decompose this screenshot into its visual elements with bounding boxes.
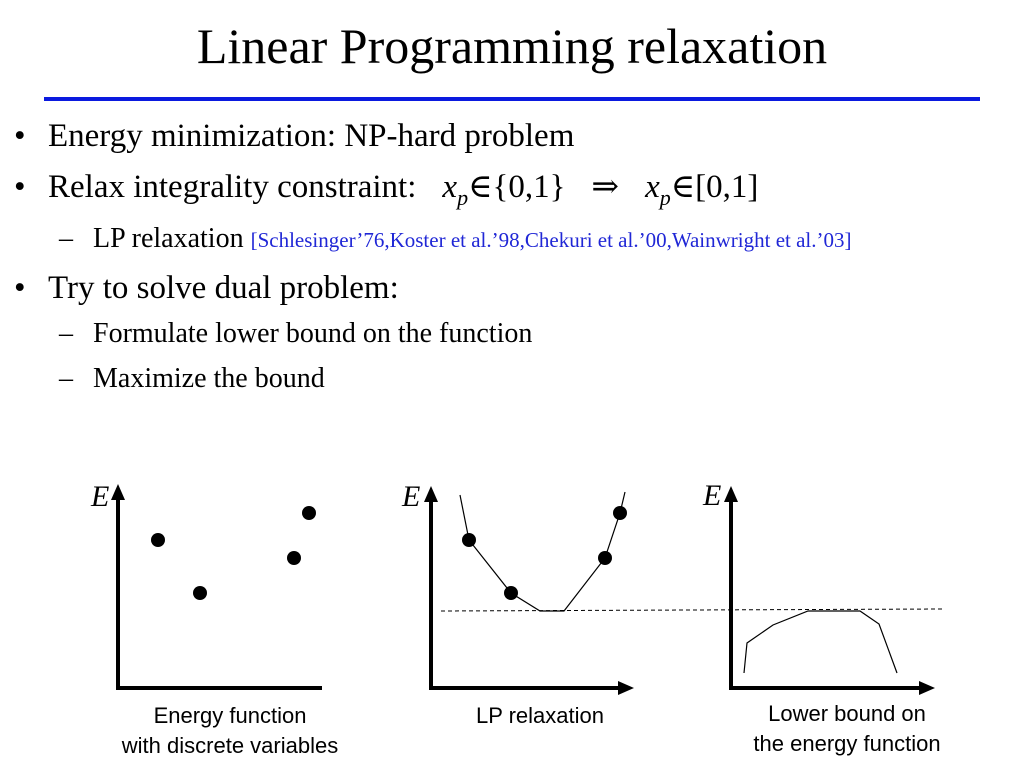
formula-variable: x [645,169,660,205]
bullet-text: Relax integrality constraint: [48,169,417,205]
x-axis-arrowhead [919,681,935,695]
sub-bullet-text: Maximize the bound [93,363,325,394]
axis-label-e: E [402,480,421,513]
x-axis-arrowhead [618,681,634,695]
axis-label-e: E [91,480,110,513]
y-axis-arrowhead [111,484,125,500]
figure-energy-discrete [111,484,322,690]
slide-title: Linear Programming relaxation [196,18,828,74]
bullet-marker: • [14,169,26,205]
figure-lower-bound [724,486,935,695]
formula-subscript: p [457,185,469,210]
dash-marker: – [59,363,73,394]
caption-line: with discrete variables [121,733,339,758]
discrete-point [151,533,165,547]
discrete-point [504,586,518,600]
caption-line: Energy function [153,703,307,728]
figure-caption: Lower bound on the energy function [722,699,972,759]
bullet-marker: • [14,118,26,154]
sub-bullet-text-with-citation: LP relaxation [Schlesinger’76,Koster et … [93,222,852,257]
discrete-point [287,551,301,565]
figure-caption: Energy function with discrete variables [100,701,360,761]
figure-caption: LP relaxation [440,701,640,731]
lower-bound-curve [743,610,898,674]
discrete-point [193,586,207,600]
discrete-point [462,533,476,547]
formula-variable: x [442,169,458,205]
implies-symbol: ⇒ [591,169,620,205]
sub-bullet-text: Formulate lower bound on the function [93,318,533,349]
bullet-text-with-formula: Relax integrality constraint: xp∈{0,1} ⇒ xp… [48,167,758,210]
caption-line: LP relaxation [475,703,604,728]
y-axis-arrowhead [424,486,438,502]
formula-subscript: p [659,185,671,210]
formula-set-discrete: ∈{0,1} [468,169,566,205]
citation: [Schlesinger’76,Koster et al.’98,Chekuri… [250,228,852,252]
discrete-point [598,551,612,565]
caption-line: Lower bound on [768,701,926,726]
dash-marker: – [59,223,73,254]
caption-line: the energy function [753,731,941,756]
bullet-text: Energy minimization: NP-hard problem [48,118,575,154]
discrete-point [613,506,627,520]
lp-optimum-dashed-line [440,608,943,612]
discrete-point [302,506,316,520]
axis-label-e: E [703,479,722,512]
bullet-marker: • [14,270,26,306]
sub-bullet-text: LP relaxation [93,223,251,254]
bullet-text: Try to solve dual problem: [48,270,399,306]
figure-lp-relaxation [424,486,634,695]
title-underline [44,97,980,101]
lp-relaxed-curve [459,491,626,612]
y-axis-arrowhead [724,486,738,502]
formula-set-continuous: ∈[0,1] [670,169,759,205]
dash-marker: – [59,318,73,349]
